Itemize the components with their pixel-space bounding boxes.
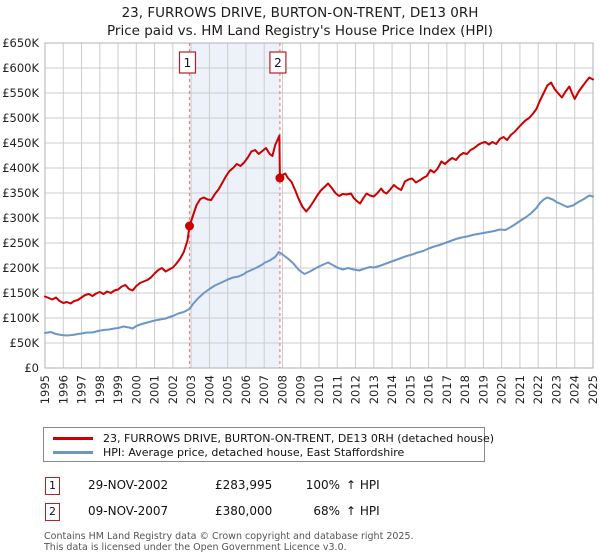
x-tick-label: 2000 bbox=[129, 375, 143, 404]
y-tick-label: £650K bbox=[2, 36, 39, 50]
x-tick-label: 2022 bbox=[531, 375, 545, 404]
chart-title: 23, FURROWS DRIVE, BURTON-ON-TRENT, DE13… bbox=[0, 4, 600, 40]
chart-title-line2: Price paid vs. HM Land Registry's House … bbox=[107, 23, 493, 39]
legend-item-hpi: HPI: Average price, detached house, East… bbox=[44, 445, 484, 459]
sale-1-point bbox=[184, 221, 194, 231]
transaction-1-date: 29-NOV-2002 bbox=[88, 478, 169, 492]
y-tick-label: £150K bbox=[2, 286, 39, 300]
plot-border bbox=[44, 42, 594, 369]
transaction-1-hpi-note: ↑ HPI bbox=[346, 478, 380, 492]
x-tick-label: 2009 bbox=[294, 375, 308, 404]
y-tick-label: £0 bbox=[24, 361, 39, 375]
y-tick-label: £100K bbox=[2, 311, 39, 325]
x-tick-label: 2020 bbox=[495, 375, 509, 404]
gridlines bbox=[44, 42, 594, 369]
footer-line2: This data is licensed under the Open Gov… bbox=[44, 541, 347, 553]
holding-period-band bbox=[189, 43, 280, 368]
hpi-line bbox=[44, 194, 594, 337]
transaction-1-marker: 1 bbox=[45, 477, 60, 495]
transaction-2-price: £380,000 bbox=[215, 504, 273, 518]
x-tick-label: 2017 bbox=[440, 375, 454, 404]
hpi-line-swatch bbox=[53, 450, 93, 454]
y-tick-label: £600K bbox=[2, 61, 39, 75]
y-tick-label: £450K bbox=[2, 136, 39, 150]
x-tick-label: 2008 bbox=[275, 375, 289, 404]
transaction-2-hpi-note: ↑ HPI bbox=[346, 504, 380, 518]
x-tick-label: 1996 bbox=[56, 375, 70, 404]
y-tick-label: £200K bbox=[2, 261, 39, 275]
x-tick-label: 2005 bbox=[221, 375, 235, 404]
x-tick-label: 1995 bbox=[38, 375, 52, 404]
y-tick-label: £500K bbox=[2, 111, 39, 125]
x-tick-label: 2014 bbox=[385, 375, 399, 404]
legend-label-property: 23, FURROWS DRIVE, BURTON-ON-TRENT, DE13… bbox=[103, 431, 495, 445]
transaction-row-1: 1 29-NOV-2002 £283,995 100% ↑ HPI bbox=[0, 477, 600, 497]
x-tick-label: 1997 bbox=[75, 375, 89, 404]
x-tick-label: 2003 bbox=[184, 375, 198, 404]
footer-line1: Contains HM Land Registry data © Crown c… bbox=[44, 531, 414, 542]
x-tick-label: 1998 bbox=[93, 375, 107, 404]
property-line-swatch bbox=[53, 436, 93, 440]
x-tick-label: 2001 bbox=[148, 375, 162, 404]
y-tick-label: £300K bbox=[2, 211, 39, 225]
sale-2-flag bbox=[269, 51, 287, 74]
transaction-1-price: £283,995 bbox=[215, 478, 273, 492]
x-tick-label: 2023 bbox=[549, 375, 563, 404]
x-tick-label: 2015 bbox=[403, 375, 417, 404]
y-tick-label: £550K bbox=[2, 86, 39, 100]
transaction-2-date: 09-NOV-2007 bbox=[88, 504, 169, 518]
x-tick-label: 2002 bbox=[166, 375, 180, 404]
property-line bbox=[44, 76, 594, 305]
x-tick-label: 2019 bbox=[476, 375, 490, 404]
transaction-2-hpi-percent: 68% bbox=[313, 504, 340, 518]
x-tick-label: 2012 bbox=[349, 375, 363, 404]
transaction-2-marker: 2 bbox=[45, 503, 60, 521]
sale-2-point bbox=[275, 173, 285, 183]
y-tick-label: £400K bbox=[2, 161, 39, 175]
chart-legend: 23, FURROWS DRIVE, BURTON-ON-TRENT, DE13… bbox=[43, 427, 494, 462]
x-tick-label: 2007 bbox=[257, 375, 271, 404]
price-chart: 1 2 £0 £50K £100K £150K £200K £250K £300K £350K £4… bbox=[2, 36, 600, 404]
sale-1-flag bbox=[178, 51, 197, 74]
x-tick-label: 2025 bbox=[586, 375, 600, 404]
x-tick-label: 2024 bbox=[568, 375, 582, 404]
x-tick-label: 2018 bbox=[458, 375, 472, 404]
y-tick-label: £250K bbox=[2, 236, 39, 250]
copyright-footer: Contains HM Land Registry data © Crown c… bbox=[44, 531, 414, 553]
transaction-row-2: 2 09-NOV-2007 £380,000 68% ↑ HPI bbox=[0, 503, 600, 523]
legend-item-property: 23, FURROWS DRIVE, BURTON-ON-TRENT, DE13… bbox=[44, 431, 494, 445]
x-tick-label: 2006 bbox=[239, 375, 253, 404]
transaction-1-hpi-percent: 100% bbox=[305, 478, 340, 492]
x-tick-label: 2011 bbox=[330, 375, 344, 404]
y-tick-label: £350K bbox=[2, 186, 39, 200]
chart-title-line1: 23, FURROWS DRIVE, BURTON-ON-TRENT, DE13… bbox=[121, 5, 479, 21]
x-tick-label: 2016 bbox=[422, 375, 436, 404]
x-tick-label: 2013 bbox=[367, 375, 381, 404]
y-tick-label: £50K bbox=[10, 336, 40, 350]
sale-1-flag-label: 1 bbox=[184, 56, 192, 70]
x-tick-label: 2004 bbox=[202, 375, 216, 404]
x-tick-label: 1999 bbox=[111, 375, 125, 404]
sale-2-flag-label: 2 bbox=[274, 56, 282, 70]
x-tick-label: 2010 bbox=[312, 375, 326, 404]
x-tick-label: 2021 bbox=[513, 375, 527, 404]
legend-label-hpi: HPI: Average price, detached house, East… bbox=[103, 445, 405, 459]
